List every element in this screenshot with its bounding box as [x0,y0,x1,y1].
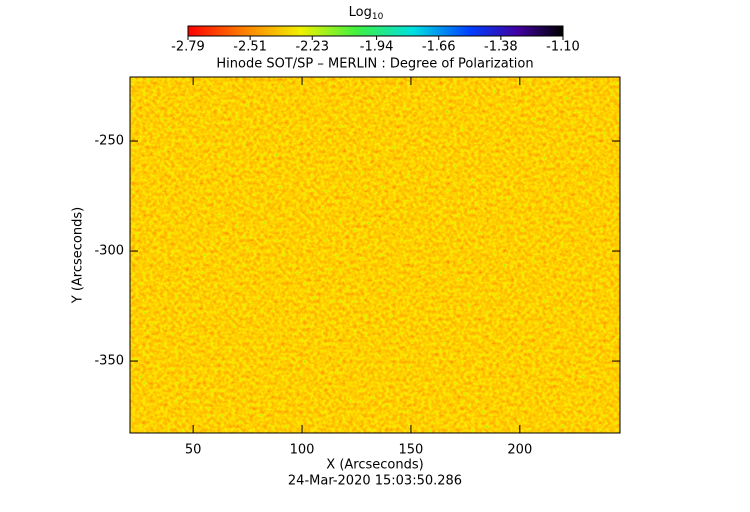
x-tick-label: 200 [507,443,532,458]
colorbar-tick-label: -1.66 [422,40,456,55]
colorbar-label-sub: 10 [372,12,384,22]
y-tick-label: -300 [94,244,124,259]
y-tick-label: -250 [94,134,124,149]
y-tick-label: -350 [94,354,124,369]
colorbar-tick-label: -2.51 [233,40,267,55]
x-tick-label: 50 [185,443,202,458]
colorbar-tick-label: -2.23 [295,40,329,55]
y-axis-label: Y (Arcseconds) [71,207,86,304]
x-axis-label: X (Arcseconds) [326,458,423,473]
x-tick-label: 100 [290,443,315,458]
colorbar-label: Log10 [349,5,384,22]
chart-subtitle: 24-Mar-2020 15:03:50.286 [288,474,462,489]
colorbar [187,25,564,37]
colorbar-tick-label: -1.94 [360,40,394,55]
heatmap-image [130,77,620,433]
x-tick-label: 150 [399,443,424,458]
colorbar-label-main: Log [349,5,372,20]
colorbar-tick-label: -1.38 [484,40,518,55]
chart-title: Hinode SOT/SP – MERLIN : Degree of Polar… [216,57,533,72]
plot-frame [129,76,621,434]
colorbar-tick-label: -1.10 [546,40,580,55]
colorbar-tick-label: -2.79 [171,40,205,55]
